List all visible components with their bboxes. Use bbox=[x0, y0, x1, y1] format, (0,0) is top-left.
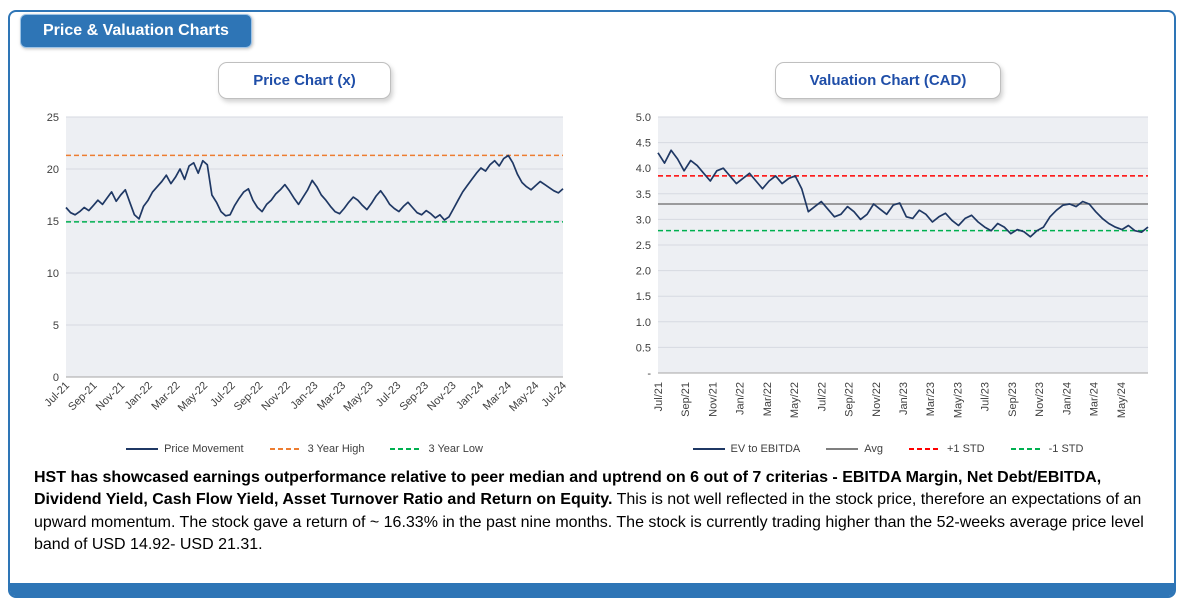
commentary-regular-text: This is not well reflected in the stock … bbox=[34, 491, 1144, 554]
svg-text:Sep-22: Sep-22 bbox=[232, 380, 266, 414]
svg-text:20: 20 bbox=[47, 164, 59, 176]
price-chart-legend: Price Movement 3 Year High 3 Year Low bbox=[126, 443, 483, 455]
legend-label: +1 STD bbox=[947, 443, 985, 455]
valuation-chart-title-box: Valuation Chart (CAD) bbox=[774, 62, 1002, 99]
legend-item-3-year-low: 3 Year Low bbox=[390, 443, 483, 455]
header-tab: Price & Valuation Charts bbox=[20, 14, 252, 48]
legend-swatch bbox=[126, 448, 159, 450]
legend-swatch bbox=[909, 448, 941, 450]
svg-text:Mar/24: Mar/24 bbox=[1089, 382, 1101, 416]
svg-text:25: 25 bbox=[47, 112, 59, 124]
commentary-bold-text: HST has showcased earnings outperformanc… bbox=[34, 469, 1102, 509]
svg-text:May-24: May-24 bbox=[507, 380, 541, 414]
legend-item--1-std: +1 STD bbox=[909, 443, 985, 455]
svg-text:2.0: 2.0 bbox=[636, 266, 651, 278]
legend-label: -1 STD bbox=[1048, 443, 1084, 455]
svg-text:-: - bbox=[647, 368, 651, 380]
svg-text:Sep-23: Sep-23 bbox=[397, 380, 431, 414]
svg-text:Jul/21: Jul/21 bbox=[653, 382, 665, 411]
svg-text:Jan-24: Jan-24 bbox=[454, 380, 486, 412]
legend-swatch bbox=[692, 448, 725, 450]
svg-text:Jan-23: Jan-23 bbox=[288, 380, 320, 412]
svg-text:2.5: 2.5 bbox=[636, 240, 651, 252]
price-chart-title-box: Price Chart (x) bbox=[218, 62, 391, 99]
svg-text:Sep/23: Sep/23 bbox=[1007, 382, 1019, 417]
svg-text:1.0: 1.0 bbox=[636, 317, 651, 329]
valuation-chart-panel: Valuation Chart (CAD) - 0.5 1.0 1.5 2.0 2.5 3.… bbox=[618, 62, 1158, 455]
legend-item--1-std: -1 STD bbox=[1010, 443, 1084, 455]
svg-text:15: 15 bbox=[47, 216, 59, 228]
legend-swatch bbox=[269, 448, 302, 450]
svg-text:Nov/21: Nov/21 bbox=[707, 382, 719, 417]
valuation-chart-title: Valuation Chart (CAD) bbox=[809, 72, 967, 89]
legend-item-price-movement: Price Movement bbox=[126, 443, 244, 455]
legend-item-ev-to-ebitda: EV to EBITDA bbox=[692, 443, 801, 455]
legend-label: 3 Year Low bbox=[428, 443, 483, 455]
price-chart-panel: Price Chart (x) 0 5 10 15 20 25 Jul-21 Sep-21 No… bbox=[32, 62, 577, 455]
svg-text:Jan/24: Jan/24 bbox=[1061, 382, 1073, 415]
svg-text:Nov/22: Nov/22 bbox=[871, 382, 883, 417]
svg-text:4.0: 4.0 bbox=[636, 163, 651, 175]
header-tab-label: Price & Valuation Charts bbox=[43, 22, 229, 39]
svg-text:Sep/22: Sep/22 bbox=[844, 382, 856, 417]
report-frame: Price & Valuation Charts Price Chart (x)… bbox=[8, 10, 1176, 598]
legend-swatch bbox=[1010, 448, 1043, 450]
legend-swatch bbox=[826, 448, 859, 450]
legend-label: 3 Year High bbox=[307, 443, 365, 455]
charts-row: Price Chart (x) 0 5 10 15 20 25 Jul-21 Sep-21 No… bbox=[10, 12, 1174, 455]
legend-item-avg: Avg bbox=[826, 443, 883, 455]
svg-text:Sep-21: Sep-21 bbox=[66, 380, 100, 414]
svg-text:Nov-22: Nov-22 bbox=[259, 380, 293, 414]
svg-text:May/22: May/22 bbox=[789, 382, 801, 418]
price-chart-title: Price Chart (x) bbox=[253, 72, 356, 89]
svg-text:0: 0 bbox=[53, 372, 59, 384]
svg-text:0.5: 0.5 bbox=[636, 342, 651, 354]
valuation-chart-legend: EV to EBITDA Avg +1 STD -1 STD bbox=[692, 443, 1084, 455]
svg-text:3.5: 3.5 bbox=[636, 189, 651, 201]
svg-text:Nov-21: Nov-21 bbox=[94, 380, 128, 414]
svg-text:May/24: May/24 bbox=[1116, 382, 1128, 418]
svg-text:5.0: 5.0 bbox=[636, 112, 651, 124]
legend-item-3-year-high: 3 Year High bbox=[269, 443, 365, 455]
legend-label: Avg bbox=[864, 443, 883, 455]
svg-text:Jul/23: Jul/23 bbox=[980, 382, 992, 411]
legend-label: EV to EBITDA bbox=[730, 443, 801, 455]
svg-text:May-23: May-23 bbox=[341, 380, 375, 414]
svg-text:Mar/22: Mar/22 bbox=[762, 382, 774, 416]
price-chart: 0510152025Jul-21Sep-21Nov-21Jan-22Mar-22… bbox=[42, 112, 569, 414]
bottom-accent-bar bbox=[10, 583, 1174, 596]
svg-text:Jul-24: Jul-24 bbox=[539, 380, 569, 410]
svg-text:May-22: May-22 bbox=[176, 380, 210, 414]
svg-text:10: 10 bbox=[47, 268, 59, 280]
svg-text:5: 5 bbox=[53, 320, 59, 332]
svg-text:Jan-22: Jan-22 bbox=[123, 380, 155, 412]
svg-text:Mar/23: Mar/23 bbox=[925, 382, 937, 416]
svg-text:Jul/22: Jul/22 bbox=[816, 382, 828, 411]
legend-swatch bbox=[390, 448, 423, 450]
svg-text:Jan/22: Jan/22 bbox=[735, 382, 747, 415]
svg-text:Jan/23: Jan/23 bbox=[898, 382, 910, 415]
legend-label: Price Movement bbox=[164, 443, 244, 455]
svg-text:Nov/23: Nov/23 bbox=[1034, 382, 1046, 417]
commentary-paragraph: HST has showcased earnings outperformanc… bbox=[34, 467, 1150, 557]
svg-text:Nov-23: Nov-23 bbox=[425, 380, 459, 414]
svg-text:Sep/21: Sep/21 bbox=[680, 382, 692, 417]
svg-text:3.0: 3.0 bbox=[636, 214, 651, 226]
svg-text:1.5: 1.5 bbox=[636, 291, 651, 303]
svg-text:May/23: May/23 bbox=[952, 382, 964, 418]
valuation-chart: - 0.5 1.0 1.5 2.0 2.5 3.0 3.5 4.0 4.5 5.0 Jul/21 Sep… bbox=[636, 112, 1149, 418]
svg-text:4.5: 4.5 bbox=[636, 138, 651, 150]
